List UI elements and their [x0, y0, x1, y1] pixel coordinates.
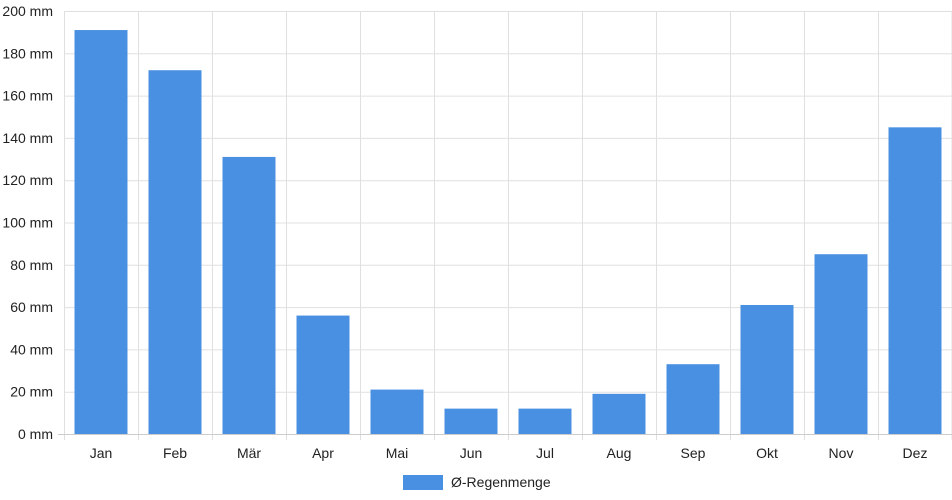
bar-Jun[interactable] — [444, 408, 498, 434]
bar-Feb[interactable] — [148, 70, 202, 434]
y-tick-label: 0 mm — [18, 426, 53, 442]
x-tick-label: Mär — [237, 445, 261, 461]
bar-Mai[interactable] — [370, 389, 424, 434]
bar-Okt[interactable] — [740, 304, 794, 434]
x-tick-label: Jun — [460, 445, 483, 461]
y-tick-label: 140 mm — [2, 130, 53, 146]
y-tick-label: 100 mm — [2, 215, 53, 231]
x-tick-label: Aug — [607, 445, 632, 461]
legend-swatch[interactable] — [403, 475, 443, 490]
x-tick-label: Sep — [681, 445, 706, 461]
y-tick-label: 80 mm — [10, 257, 53, 273]
x-tick-label: Feb — [163, 445, 187, 461]
x-axis-tick-labels: Jan Feb Mär Apr Mai Jun Jul Aug Sep Okt Nov Dez — [90, 445, 928, 461]
x-tick-label: Apr — [312, 445, 334, 461]
y-tick-label: 40 mm — [10, 341, 53, 357]
bars — [74, 30, 942, 434]
y-tick-label: 60 mm — [10, 299, 53, 315]
x-tick-label: Nov — [829, 445, 854, 461]
bar-Dez[interactable] — [888, 127, 942, 434]
y-tick-label: 20 mm — [10, 384, 53, 400]
x-tick-label: Mai — [386, 445, 409, 461]
x-tick-label: Okt — [756, 445, 778, 461]
y-tick-label: 200 mm — [2, 3, 53, 19]
legend-label[interactable]: Ø-Regenmenge — [451, 474, 551, 490]
y-axis-tick-labels: 0 mm 20 mm 40 mm 60 mm 80 mm 100 mm 120 mm 140 … — [2, 3, 53, 442]
bar-Jan[interactable] — [74, 30, 128, 434]
bar-Aug[interactable] — [592, 393, 646, 434]
legend[interactable]: Ø-Regenmenge — [403, 474, 551, 490]
bar-Nov[interactable] — [814, 254, 868, 434]
x-tick-label: Jan — [90, 445, 113, 461]
y-tick-label: 180 mm — [2, 45, 53, 61]
grid-lines — [58, 11, 952, 440]
x-tick-label: Dez — [903, 445, 928, 461]
bar-Mär[interactable] — [222, 156, 276, 434]
x-tick-label: Jul — [536, 445, 554, 461]
bar-Sep[interactable] — [666, 364, 720, 434]
bar-Jul[interactable] — [518, 408, 572, 434]
y-tick-label: 120 mm — [2, 172, 53, 188]
bar-Apr[interactable] — [296, 315, 350, 434]
y-tick-label: 160 mm — [2, 88, 53, 104]
